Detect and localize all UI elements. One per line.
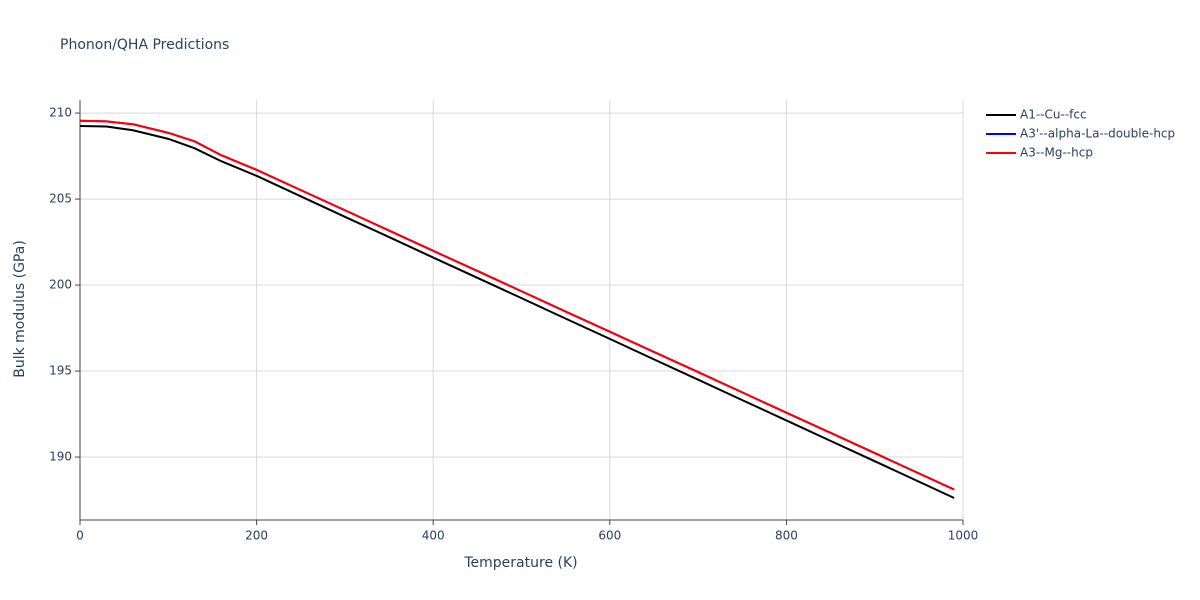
x-tick-label: 0 — [76, 529, 84, 543]
x-tick-label: 400 — [422, 529, 445, 543]
x-tick-label: 800 — [775, 529, 798, 543]
y-tick-label: 205 — [49, 192, 72, 206]
y-tick-label: 200 — [49, 278, 72, 292]
chart-title: Phonon/QHA Predictions — [60, 37, 229, 53]
legend-label: A3--Mg--hcp — [1020, 146, 1093, 160]
x-tick-label: 1000 — [948, 529, 979, 543]
y-tick-label: 190 — [49, 450, 72, 464]
legend-label: A3'--alpha-La--double-hcp — [1020, 127, 1175, 141]
x-axis-label: Temperature (K) — [463, 555, 577, 571]
series-line — [79, 119, 955, 491]
y-axis-label: Bulk modulus (GPa) — [12, 240, 28, 378]
legend-label: A1--Cu--fcc — [1020, 108, 1087, 122]
x-tick-label: 600 — [598, 529, 621, 543]
series-line — [79, 119, 955, 491]
x-tick-label: 200 — [245, 529, 268, 543]
y-tick-label: 210 — [49, 106, 72, 120]
y-tick-label: 195 — [49, 364, 72, 378]
series-line — [79, 124, 955, 499]
